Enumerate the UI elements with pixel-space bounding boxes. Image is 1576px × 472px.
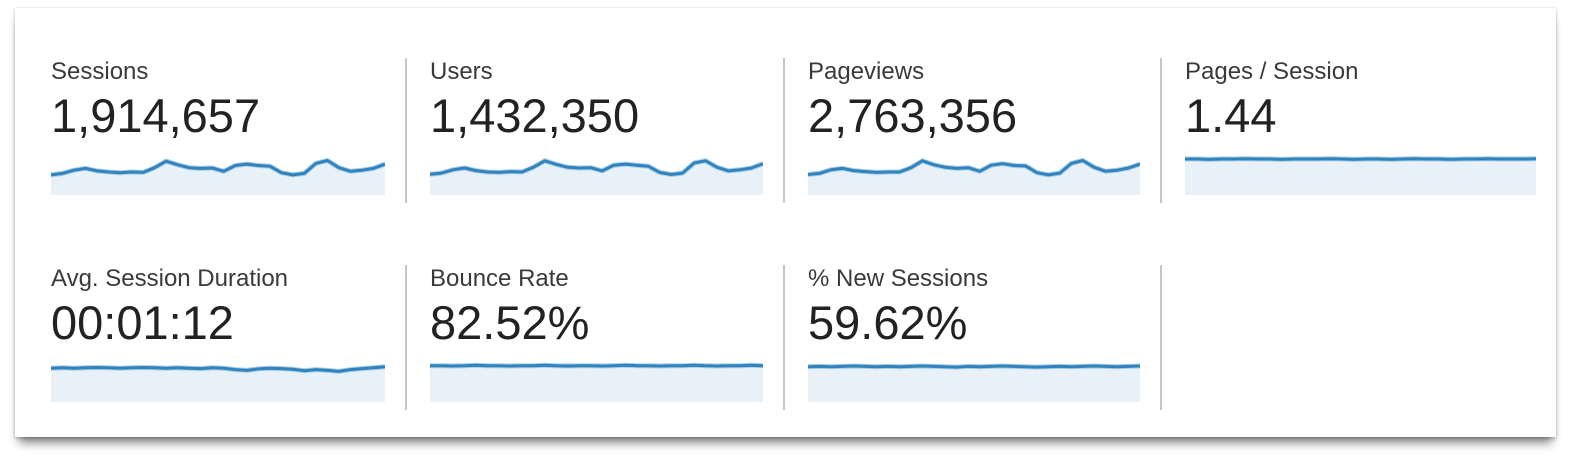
metrics-summary-panel: Sessions 1,914,657 Users 1,432,350 Pagev…: [15, 8, 1556, 437]
sessions-sparkline-chart: [51, 151, 385, 195]
metric-label: Avg. Session Duration: [51, 265, 289, 292]
avg-session-duration-sparkline-chart: [51, 358, 385, 402]
metric-value: 59.62%: [808, 296, 968, 349]
pages-per-session-sparkline-chart: [1185, 151, 1536, 195]
metric-card-users[interactable]: Users 1,432,350: [407, 58, 785, 203]
metrics-grid: Sessions 1,914,657 Users 1,432,350 Pagev…: [15, 8, 1556, 410]
new-sessions-sparkline-chart: [808, 358, 1140, 402]
metric-value: 82.52%: [430, 296, 590, 349]
metric-label: Pageviews: [808, 58, 925, 85]
metric-card-bounce-rate[interactable]: Bounce Rate 82.52%: [407, 265, 785, 410]
empty-cell: [1162, 265, 1556, 410]
users-sparkline-chart: [430, 151, 763, 195]
metric-label: Users: [430, 58, 493, 85]
metric-label: Bounce Rate: [430, 265, 569, 292]
metric-label: Pages / Session: [1185, 58, 1359, 85]
metric-card-avg-session-duration[interactable]: Avg. Session Duration 00:01:12: [15, 265, 407, 410]
metric-value: 2,763,356: [808, 89, 1018, 142]
metric-value: 00:01:12: [51, 296, 234, 349]
metric-card-sessions[interactable]: Sessions 1,914,657: [15, 58, 407, 203]
metric-label: % New Sessions: [808, 265, 989, 292]
metric-value: 1,914,657: [51, 89, 261, 142]
metric-value: 1,432,350: [430, 89, 640, 142]
bounce-rate-sparkline-chart: [430, 358, 763, 402]
metric-card-pageviews[interactable]: Pageviews 2,763,356: [785, 58, 1162, 203]
metric-value: 1.44: [1185, 89, 1277, 142]
metric-card-new-sessions[interactable]: % New Sessions 59.62%: [785, 265, 1162, 410]
metric-card-pages-per-session[interactable]: Pages / Session 1.44: [1162, 58, 1556, 203]
metric-label: Sessions: [51, 58, 149, 85]
pageviews-sparkline-chart: [808, 151, 1140, 195]
